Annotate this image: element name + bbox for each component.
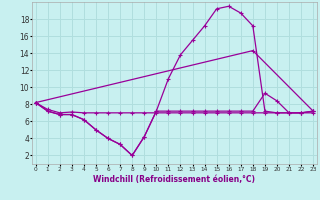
X-axis label: Windchill (Refroidissement éolien,°C): Windchill (Refroidissement éolien,°C) bbox=[93, 175, 255, 184]
